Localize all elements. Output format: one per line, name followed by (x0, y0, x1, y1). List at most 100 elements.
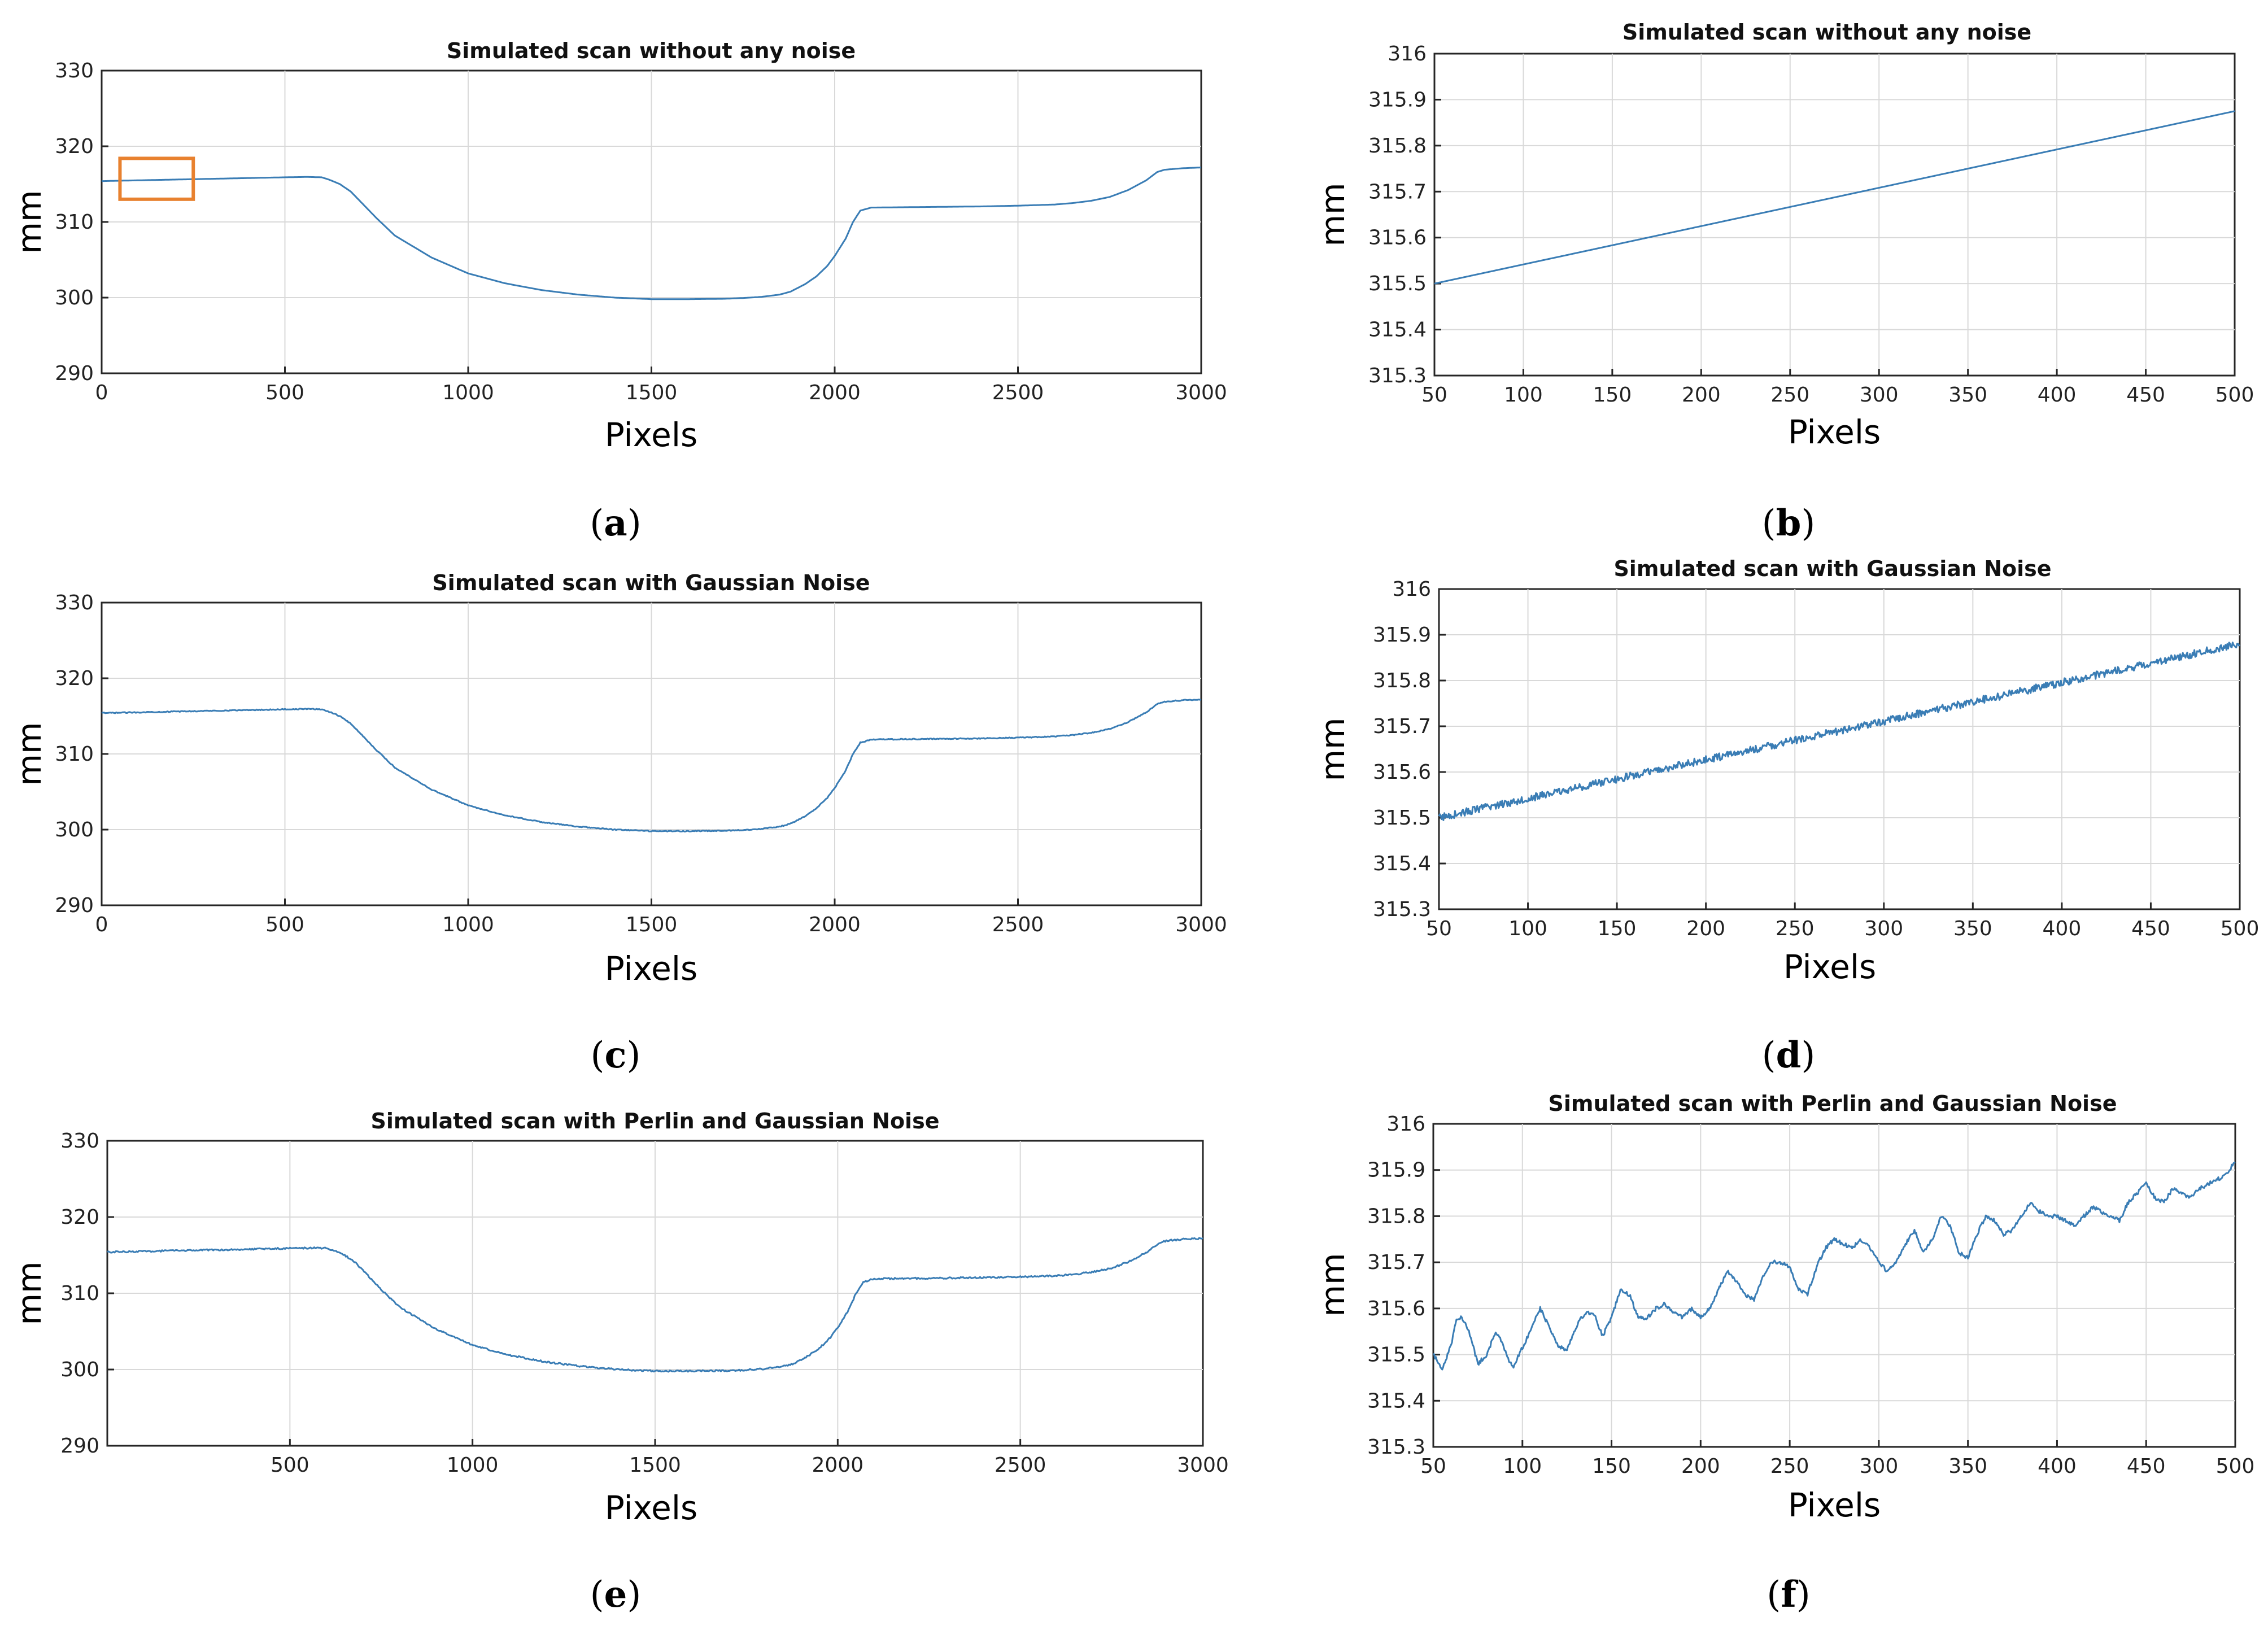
x-tick-label: 350 (1953, 917, 1992, 940)
y-tick-label: 315.6 (1368, 226, 1427, 250)
x-tick-label: 2000 (812, 1454, 864, 1477)
chart-c: Simulated scan with Gaussian Noise 0 500 1… (10, 570, 1227, 1076)
y-tick-labels: 315.3 315.4 315.5 315.6 315.7 315.8 315.9 316 (1373, 578, 1431, 921)
tick-marks (101, 601, 1202, 906)
y-tick-label: 315.5 (1373, 806, 1431, 830)
plot-area (1432, 1123, 2236, 1448)
x-tick-label: 1000 (447, 1454, 499, 1477)
chart-title: Simulated scan with Gaussian Noise (1613, 556, 2051, 581)
y-axis-label: mm (1314, 718, 1352, 782)
y-tick-label: 290 (55, 894, 94, 917)
x-tick-label: 3000 (1175, 913, 1227, 936)
x-tick-label: 300 (1864, 917, 1903, 940)
y-tick-label: 315.7 (1373, 715, 1431, 738)
x-tick-label: 2000 (809, 913, 861, 936)
tick-marks (101, 69, 1202, 374)
x-tick-label: 50 (1426, 917, 1452, 940)
grid (1433, 1124, 2235, 1447)
x-tick-label: 400 (2038, 383, 2077, 407)
x-tick-label: 2500 (992, 913, 1044, 936)
tick-marks (107, 1140, 1204, 1447)
x-tick-label: 150 (1598, 917, 1637, 940)
x-tick-label: 1000 (442, 913, 494, 936)
x-tick-label: 500 (265, 913, 304, 936)
y-tick-label: 315.7 (1368, 180, 1427, 203)
series-line (1438, 642, 2240, 821)
plot-area (1433, 53, 2236, 377)
x-tick-label: 0 (95, 913, 108, 936)
y-tick-label: 315.8 (1367, 1205, 1425, 1228)
x-tick-label: 3000 (1175, 381, 1227, 404)
highlight-box (118, 156, 195, 201)
y-tick-labels: 290 300 310 320 330 (55, 59, 94, 385)
x-axis-label: Pixels (1783, 948, 1876, 986)
tick-marks (1433, 53, 2236, 377)
chart-title: Simulated scan without any noise (1623, 20, 2031, 45)
x-tick-label: 0 (95, 381, 108, 404)
y-tick-label: 316 (1386, 1113, 1425, 1136)
x-tick-label: 250 (1770, 1455, 1809, 1478)
x-axis-label: Pixels (605, 949, 697, 988)
x-tick-label: 2500 (995, 1454, 1046, 1477)
panel-label: (d) (1762, 1034, 1816, 1076)
y-tick-label: 310 (55, 743, 94, 766)
x-tick-label: 450 (2126, 383, 2165, 407)
y-tick-label: 315.5 (1367, 1344, 1425, 1367)
x-tick-label: 2500 (992, 381, 1044, 404)
x-tick-label: 150 (1593, 383, 1632, 407)
series-line (102, 167, 1202, 300)
x-tick-label: 100 (1508, 917, 1547, 940)
x-tick-label: 1000 (442, 381, 494, 404)
y-tick-label: 315.9 (1373, 623, 1431, 647)
y-axis-label: mm (10, 190, 49, 254)
y-tick-label: 320 (60, 1206, 99, 1229)
y-tick-label: 315.5 (1368, 272, 1427, 295)
x-tick-label: 150 (1592, 1455, 1631, 1478)
y-tick-label: 315.3 (1368, 364, 1427, 387)
x-tick-labels: 50 100 150 200 250 300 350 400 450 500 (1426, 917, 2259, 940)
y-tick-label: 315.3 (1367, 1436, 1425, 1459)
chart-e: Simulated scan with Perlin and Gaussian … (10, 1109, 1229, 1616)
grid (102, 603, 1201, 905)
x-tick-label: 50 (1420, 1455, 1446, 1478)
x-tick-label: 300 (1860, 1455, 1899, 1478)
x-tick-label: 300 (1860, 383, 1899, 407)
x-tick-label: 500 (2215, 383, 2254, 407)
x-tick-label: 350 (1948, 383, 1987, 407)
x-tick-labels: 0 500 1000 1500 2000 2500 3000 (95, 913, 1227, 936)
x-tick-label: 400 (2043, 917, 2082, 940)
x-tick-label: 450 (2131, 917, 2170, 940)
series-line (107, 1237, 1203, 1373)
grid (107, 1141, 1203, 1446)
y-tick-label: 315.9 (1367, 1159, 1425, 1182)
x-tick-label: 1500 (626, 381, 678, 404)
x-tick-label: 500 (265, 381, 304, 404)
x-tick-label: 500 (2221, 917, 2260, 940)
x-axis-label: Pixels (1788, 413, 1881, 451)
x-tick-label: 500 (2216, 1455, 2255, 1478)
x-tick-label: 200 (1682, 383, 1721, 407)
y-tick-label: 330 (55, 591, 94, 614)
y-tick-label: 315.4 (1367, 1389, 1425, 1412)
y-tick-label: 315.8 (1373, 669, 1431, 692)
y-tick-label: 330 (55, 59, 94, 82)
y-tick-label: 320 (55, 135, 94, 158)
chart-a: Simulated scan without any noise 0 500 100… (10, 38, 1227, 544)
x-tick-label: 450 (2127, 1455, 2166, 1478)
chart-title: Simulated scan with Perlin and Gaussian … (1549, 1091, 2117, 1116)
chart-d: Simulated scan with Gaussian Noise 50 100… (1314, 556, 2259, 1076)
y-tick-label: 315.6 (1373, 761, 1431, 784)
y-tick-label: 315.3 (1373, 898, 1431, 921)
panel-label: (a) (590, 502, 641, 544)
y-tick-label: 300 (55, 818, 94, 841)
y-tick-labels: 315.3 315.4 315.5 315.6 315.7 315.8 315.9 316 (1368, 42, 1427, 387)
y-tick-label: 310 (55, 211, 94, 234)
x-tick-label: 250 (1770, 383, 1809, 407)
grid (102, 71, 1201, 373)
y-tick-label: 315.8 (1368, 134, 1427, 158)
x-tick-label: 50 (1421, 383, 1447, 407)
y-tick-labels: 315.3 315.4 315.5 315.6 315.7 315.8 315.9 316 (1367, 1113, 1425, 1459)
y-tick-label: 315.4 (1368, 319, 1427, 342)
y-tick-label: 315.6 (1367, 1297, 1425, 1320)
